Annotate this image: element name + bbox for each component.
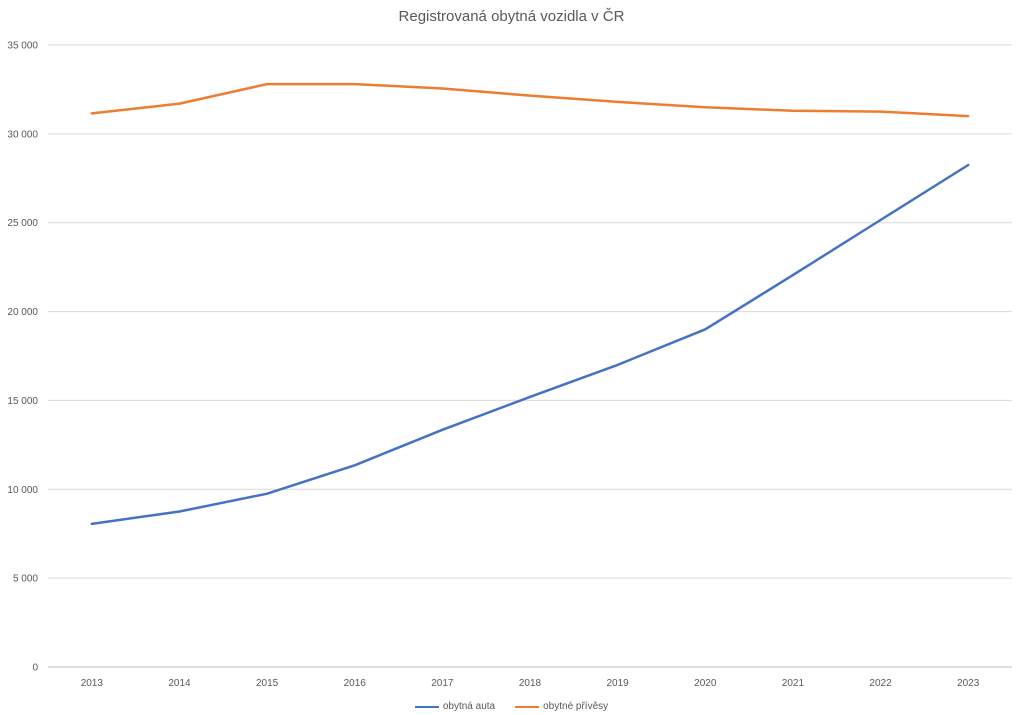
legend-item-1: obytná auta bbox=[414, 701, 496, 712]
legend-swatch bbox=[515, 705, 540, 708]
x-tick-label: 2020 bbox=[694, 678, 717, 689]
x-tick-label: 2013 bbox=[81, 678, 104, 689]
x-tick-label: 2017 bbox=[431, 678, 454, 689]
y-tick-label: 30 000 bbox=[7, 129, 38, 140]
y-tick-label: 10 000 bbox=[7, 485, 38, 496]
chart-legend: obytná auta obytné přívěsy bbox=[0, 701, 1023, 712]
legend-item-2: obytné přívěsy bbox=[515, 701, 608, 712]
x-tick-label: 2015 bbox=[256, 678, 279, 689]
y-tick-label: 25 000 bbox=[7, 218, 38, 229]
x-tick-label: 2022 bbox=[869, 678, 892, 689]
series-line-1 bbox=[90, 163, 970, 526]
legend-swatch bbox=[414, 705, 439, 708]
x-tick-label: 2016 bbox=[344, 678, 367, 689]
x-tick-label: 2014 bbox=[168, 678, 191, 689]
chart-title: Registrovaná obytná vozidla v ČR bbox=[398, 8, 625, 25]
x-tick-label: 2018 bbox=[519, 678, 542, 689]
y-tick-label: 15 000 bbox=[7, 396, 38, 407]
y-tick-label: 5 000 bbox=[13, 574, 38, 585]
y-tick-label: 20 000 bbox=[7, 307, 38, 318]
x-tick-label: 2021 bbox=[782, 678, 805, 689]
x-tick-label: 2023 bbox=[957, 678, 980, 689]
legend-label: obytné přívěsy bbox=[543, 701, 609, 712]
y-tick-label: 0 bbox=[32, 663, 38, 674]
y-tick-label: 35 000 bbox=[7, 41, 38, 52]
x-tick-label: 2019 bbox=[607, 678, 630, 689]
series-line-2 bbox=[90, 82, 970, 118]
legend-label: obytná auta bbox=[442, 701, 496, 712]
